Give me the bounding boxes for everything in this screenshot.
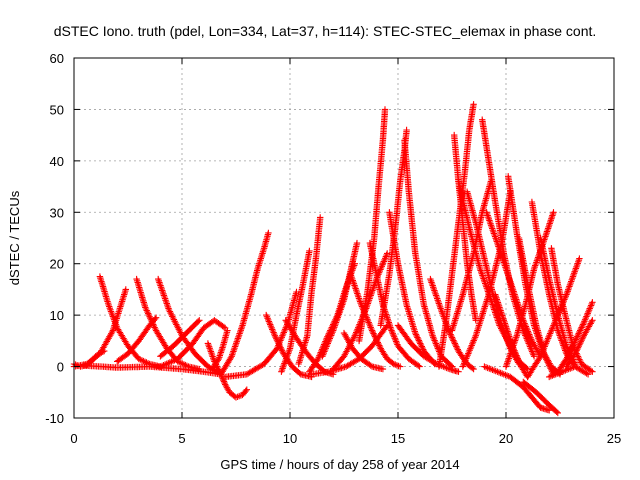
series-23 <box>355 106 389 345</box>
series-markers <box>347 270 404 370</box>
series-50 <box>520 378 561 417</box>
data-marks <box>70 101 596 417</box>
x-tick-label: 25 <box>607 431 621 446</box>
series-27 <box>386 209 438 368</box>
series-markers <box>524 255 583 381</box>
series-22 <box>347 270 404 370</box>
series-12 <box>222 288 300 381</box>
series-markers <box>217 229 272 378</box>
axis-ticks <box>73 57 615 419</box>
series-markers <box>222 288 300 381</box>
series-markers <box>479 116 538 360</box>
series-markers <box>133 275 203 373</box>
series-markers <box>355 106 389 345</box>
y-tick-labels: -10 0 10 20 30 40 50 60 <box>45 51 64 426</box>
series-35 <box>448 178 495 334</box>
series-49 <box>563 317 596 370</box>
y-tick-label: 0 <box>57 360 64 375</box>
series-markers <box>366 239 423 370</box>
series-11 <box>217 229 272 378</box>
series-markers <box>401 137 456 370</box>
series-6 <box>157 317 229 370</box>
series-markers <box>483 209 544 360</box>
series-3 <box>133 275 203 373</box>
x-tick-label: 15 <box>391 431 405 446</box>
series-26 <box>401 137 456 370</box>
series-24 <box>366 239 423 370</box>
series-markers <box>114 314 160 365</box>
series-markers <box>481 363 553 414</box>
series-markers <box>448 178 495 334</box>
series-16 <box>295 214 324 368</box>
series-46 <box>524 255 583 381</box>
series-10 <box>209 327 231 373</box>
series-markers <box>157 317 229 370</box>
y-tick-label: 30 <box>50 205 64 220</box>
x-tick-label: 20 <box>499 431 513 446</box>
series-markers <box>81 362 225 378</box>
series-34 <box>479 116 538 360</box>
y-tick-label: 40 <box>50 154 64 169</box>
x-tick-label: 5 <box>178 431 185 446</box>
y-tick-label: 60 <box>50 51 64 66</box>
series-markers <box>157 317 203 360</box>
series-21 <box>340 329 387 373</box>
series-markers <box>520 378 561 417</box>
y-tick-label: 50 <box>50 102 64 117</box>
y-tick-label: 10 <box>50 308 64 323</box>
series-37 <box>483 209 544 360</box>
series-markers <box>209 327 231 373</box>
series-markers <box>319 239 361 360</box>
plot-frame <box>73 57 615 419</box>
series-markers <box>554 299 596 375</box>
y-tick-label: -10 <box>45 411 64 426</box>
chart-title: dSTEC Iono. truth (pdel, Lon=334, Lat=37… <box>54 23 597 39</box>
series-4 <box>114 314 160 365</box>
series-markers <box>394 322 462 375</box>
y-axis-label: dSTEC / TECUs <box>7 190 22 285</box>
x-axis-label: GPS time / hours of day 258 of year 2014 <box>220 457 459 472</box>
x-tick-label: 10 <box>283 431 297 446</box>
x-tick-labels: 0 5 10 15 20 25 <box>70 431 621 446</box>
series-18 <box>319 239 361 360</box>
series-8 <box>157 317 203 360</box>
series-markers <box>340 329 387 373</box>
series-markers <box>563 317 596 370</box>
series-markers <box>295 214 324 368</box>
series-39 <box>481 363 553 414</box>
x-tick-label: 0 <box>70 431 77 446</box>
y-tick-label: 20 <box>50 257 64 272</box>
series-7 <box>81 362 225 378</box>
series-markers <box>386 209 438 368</box>
series-48 <box>554 299 596 375</box>
series-28 <box>394 322 462 375</box>
